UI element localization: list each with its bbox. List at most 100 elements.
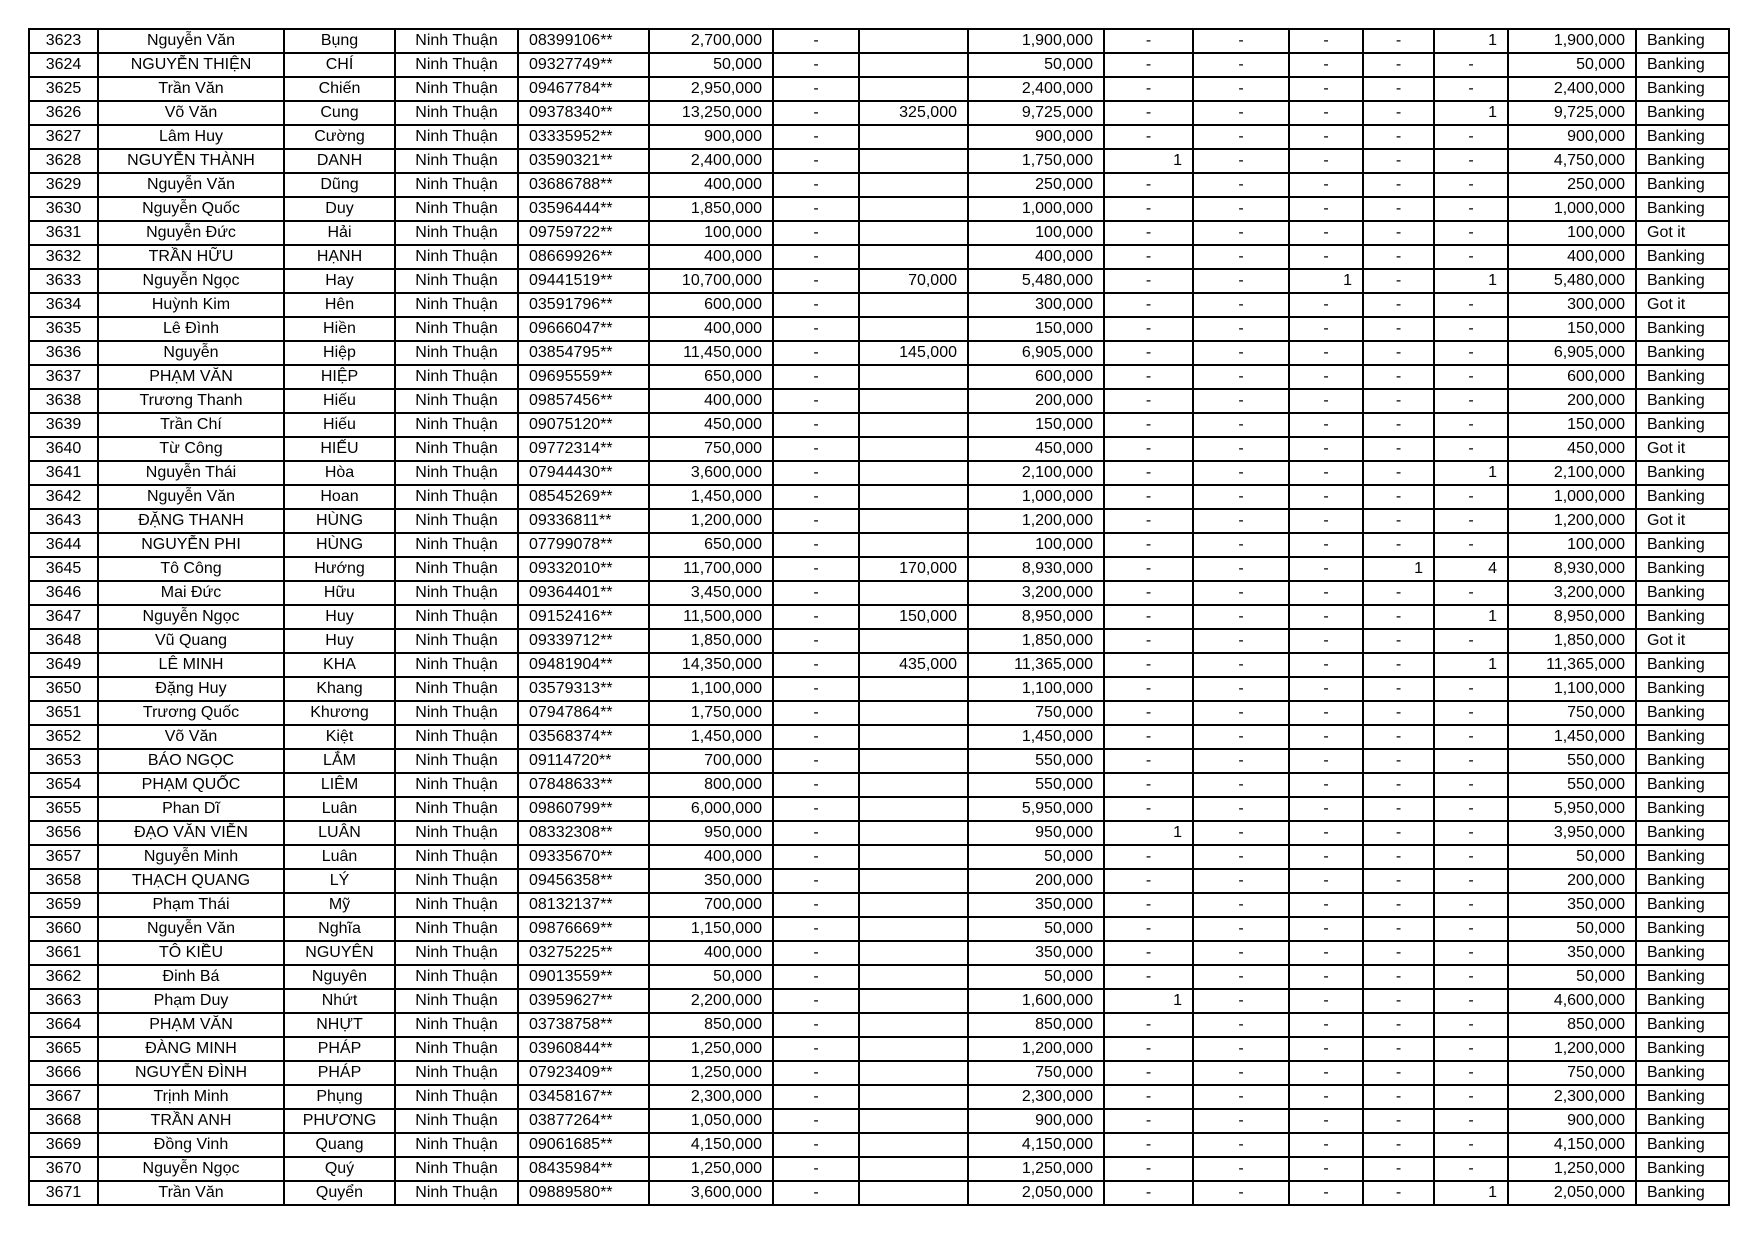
- cell-c3: -: [1288, 1132, 1364, 1158]
- cell-c3: -: [1288, 28, 1364, 54]
- cell-deduction: 170,000: [858, 556, 969, 582]
- cell-no: 3639: [28, 412, 99, 438]
- cell-c5: -: [1433, 220, 1509, 246]
- cell-method: Banking: [1635, 316, 1730, 342]
- cell-c4: -: [1362, 844, 1435, 870]
- cell-total: 3,200,000: [1507, 580, 1637, 606]
- cell-total: 400,000: [1507, 244, 1637, 270]
- cell-given-name: Huy: [283, 628, 396, 654]
- cell-given-name: LÝ: [283, 868, 396, 894]
- cell-amount-2: 150,000: [967, 412, 1105, 438]
- cell-total: 900,000: [1507, 124, 1637, 150]
- cell-given-name: Nguyên: [283, 964, 396, 990]
- cell-c2: -: [1192, 628, 1290, 654]
- cell-province: Ninh Thuận: [394, 700, 519, 726]
- cell-col-dash: -: [772, 460, 860, 486]
- cell-method: Got it: [1635, 628, 1730, 654]
- cell-amount-1: 11,500,000: [648, 604, 774, 630]
- cell-no: 3637: [28, 364, 99, 390]
- table-row: 3663 Phạm Duy Nhứt Ninh Thuận 03959627** 2,20…: [28, 988, 1730, 1014]
- cell-c5: -: [1433, 484, 1509, 510]
- cell-c2: -: [1192, 292, 1290, 318]
- cell-given-name: Hên: [283, 292, 396, 318]
- cell-deduction: [858, 1036, 969, 1062]
- cell-deduction: 145,000: [858, 340, 969, 366]
- cell-c4: -: [1362, 196, 1435, 222]
- cell-c3: -: [1288, 676, 1364, 702]
- cell-method: Banking: [1635, 700, 1730, 726]
- cell-deduction: [858, 916, 969, 942]
- cell-given-name: PHÁP: [283, 1036, 396, 1062]
- cell-method: Banking: [1635, 340, 1730, 366]
- table-row: 3651 Trương Quốc Khương Ninh Thuận 07947864*…: [28, 700, 1730, 726]
- cell-c2: -: [1192, 940, 1290, 966]
- cell-col-dash: -: [772, 868, 860, 894]
- table-row: 3638 Trương Thanh Hiếu Ninh Thuận 09857456**…: [28, 388, 1730, 414]
- cell-given-name: Phụng: [283, 1084, 396, 1110]
- cell-col-dash: -: [772, 484, 860, 510]
- cell-total: 1,100,000: [1507, 676, 1637, 702]
- cell-method: Banking: [1635, 916, 1730, 942]
- cell-c5: -: [1433, 1084, 1509, 1110]
- cell-c5: -: [1433, 940, 1509, 966]
- cell-deduction: [858, 364, 969, 390]
- cell-no: 3646: [28, 580, 99, 606]
- cell-amount-1: 700,000: [648, 892, 774, 918]
- cell-c5: -: [1433, 52, 1509, 78]
- cell-total: 600,000: [1507, 364, 1637, 390]
- cell-family-name: TÔ KIỀU: [97, 940, 285, 966]
- cell-total: 550,000: [1507, 748, 1637, 774]
- table-row: 3650 Đặng Huy Khang Ninh Thuận 03579313** 1,1…: [28, 676, 1730, 702]
- cell-deduction: [858, 820, 969, 846]
- cell-family-name: Đồng Vinh: [97, 1132, 285, 1158]
- cell-c5: -: [1433, 436, 1509, 462]
- cell-c2: -: [1192, 100, 1290, 126]
- cell-c5: -: [1433, 892, 1509, 918]
- cell-amount-1: 400,000: [648, 388, 774, 414]
- cell-deduction: [858, 700, 969, 726]
- cell-c4: -: [1362, 292, 1435, 318]
- cell-no: 3659: [28, 892, 99, 918]
- cell-col-dash: -: [772, 220, 860, 246]
- cell-c2: -: [1192, 916, 1290, 942]
- cell-c1: -: [1103, 292, 1194, 318]
- cell-given-name: KHA: [283, 652, 396, 678]
- cell-amount-2: 50,000: [967, 844, 1105, 870]
- cell-deduction: [858, 796, 969, 822]
- table-row: 3626 Võ Văn Cung Ninh Thuận 09378340** 13,250…: [28, 100, 1730, 126]
- cell-no: 3656: [28, 820, 99, 846]
- cell-given-name: Hoan: [283, 484, 396, 510]
- cell-given-name: Bụng: [283, 28, 396, 54]
- cell-c3: -: [1288, 1012, 1364, 1038]
- cell-c1: -: [1103, 484, 1194, 510]
- cell-c1: -: [1103, 124, 1194, 150]
- cell-family-name: Nguyễn Văn: [97, 28, 285, 54]
- cell-province: Ninh Thuận: [394, 868, 519, 894]
- cell-c1: -: [1103, 964, 1194, 990]
- cell-col-dash: -: [772, 916, 860, 942]
- table-row: 3632 TRẦN HỮU HẠNH Ninh Thuận 08669926** 400,…: [28, 244, 1730, 270]
- cell-col-dash: -: [772, 364, 860, 390]
- cell-family-name: NGUYỄN PHI: [97, 532, 285, 558]
- cell-col-dash: -: [772, 1036, 860, 1062]
- cell-given-name: NGUYÊN: [283, 940, 396, 966]
- cell-family-name: LÊ MINH: [97, 652, 285, 678]
- cell-c1: -: [1103, 628, 1194, 654]
- cell-deduction: [858, 868, 969, 894]
- cell-c2: -: [1192, 460, 1290, 486]
- cell-c2: -: [1192, 556, 1290, 582]
- cell-no: 3650: [28, 676, 99, 702]
- cell-total: 200,000: [1507, 868, 1637, 894]
- cell-family-name: Tô Công: [97, 556, 285, 582]
- table-row: 3627 Lâm Huy Cường Ninh Thuận 03335952** 900,…: [28, 124, 1730, 150]
- cell-c2: -: [1192, 1180, 1290, 1206]
- cell-method: Banking: [1635, 748, 1730, 774]
- cell-no: 3658: [28, 868, 99, 894]
- cell-family-name: NGUYỄN ĐÌNH: [97, 1060, 285, 1086]
- cell-col-dash: -: [772, 1132, 860, 1158]
- cell-method: Banking: [1635, 52, 1730, 78]
- cell-c4: -: [1362, 652, 1435, 678]
- cell-col-dash: -: [772, 76, 860, 102]
- cell-given-name: Huy: [283, 604, 396, 630]
- cell-c2: -: [1192, 364, 1290, 390]
